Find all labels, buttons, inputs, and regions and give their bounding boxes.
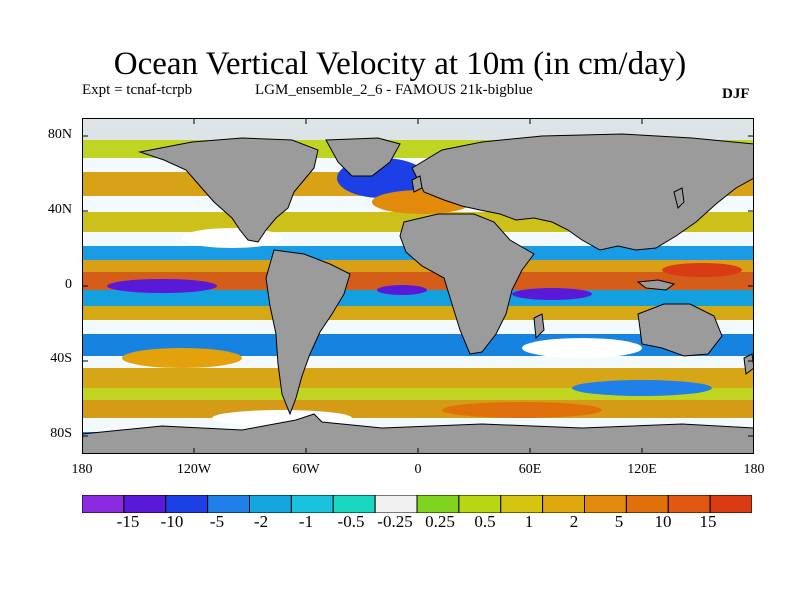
antarctica bbox=[82, 413, 754, 454]
lat-label-40s: 40S bbox=[50, 351, 72, 366]
colorbar-label: 5 bbox=[614, 512, 624, 531]
colorbar-swatch bbox=[82, 495, 125, 513]
colorbar-swatch bbox=[332, 495, 376, 513]
colorbar-swatch bbox=[416, 495, 460, 513]
eurasia bbox=[411, 133, 754, 251]
colorbar-swatch bbox=[709, 495, 752, 513]
colorbar-swatch bbox=[207, 495, 251, 513]
colorbar-swatch bbox=[123, 495, 167, 513]
colorbar-swatch bbox=[584, 495, 627, 513]
madagascar bbox=[533, 313, 545, 340]
lat-label-80s: 80S bbox=[50, 426, 72, 441]
lon-label-60w: 60W bbox=[292, 462, 320, 477]
lat-ticks bbox=[82, 135, 754, 437]
land-masses bbox=[82, 133, 754, 454]
velocity-map bbox=[82, 118, 754, 454]
north-america bbox=[138, 137, 319, 243]
lon-label-120w: 120W bbox=[176, 462, 212, 477]
season-label: DJF bbox=[722, 86, 750, 102]
new-zealand bbox=[743, 353, 754, 375]
colorbar-label: -0.25 bbox=[377, 512, 413, 531]
lon-label-180e: 180 bbox=[743, 462, 765, 477]
colorbar-label: -15 bbox=[116, 512, 140, 531]
australia bbox=[637, 303, 723, 357]
greenland bbox=[325, 137, 401, 177]
colorbar-swatch bbox=[667, 495, 711, 513]
colorbar-label: 2 bbox=[569, 512, 579, 531]
colorbar-label: 15 bbox=[699, 512, 717, 531]
colorbar-label: -1 bbox=[298, 512, 314, 531]
colorbar-swatch bbox=[458, 495, 502, 513]
colorbar-label: 1 bbox=[524, 512, 534, 531]
experiment-label: Expt = tcnaf-tcrpb bbox=[82, 82, 193, 98]
lon-label-180w: 180 bbox=[71, 462, 93, 477]
colorbar-swatch bbox=[500, 495, 544, 513]
lat-label-40n: 40N bbox=[47, 202, 72, 217]
lat-label-80n: 80N bbox=[47, 127, 72, 142]
south-america bbox=[265, 249, 351, 416]
uk bbox=[411, 175, 423, 193]
colorbar-label: -5 bbox=[209, 512, 225, 531]
colorbar-swatch bbox=[542, 495, 586, 513]
lon-label-60e: 60E bbox=[518, 462, 542, 477]
colorbar-swatch bbox=[165, 495, 209, 513]
colorbar-swatch bbox=[374, 495, 418, 513]
japan bbox=[673, 187, 685, 209]
africa bbox=[399, 213, 535, 355]
indonesia bbox=[636, 279, 676, 291]
map-title: Ocean Vertical Velocity at 10m (in cm/da… bbox=[113, 46, 687, 82]
colorbar-label: 0.25 bbox=[425, 512, 455, 531]
colorbar-label: 0.5 bbox=[474, 512, 496, 531]
colorbar-label: -2 bbox=[253, 512, 269, 531]
colorbar-swatch bbox=[625, 495, 669, 513]
lon-label-120e: 120E bbox=[627, 462, 657, 477]
colorbar-label: -10 bbox=[160, 512, 184, 531]
colorbar-label: -0.5 bbox=[337, 512, 365, 531]
colorbar-swatch bbox=[290, 495, 334, 513]
colorbar-swatch bbox=[249, 495, 292, 513]
lon-label-0: 0 bbox=[414, 462, 422, 477]
colorbar-label: 10 bbox=[654, 512, 672, 531]
colorbar bbox=[82, 495, 752, 513]
lat-label-0: 0 bbox=[65, 277, 72, 292]
model-label: LGM_ensemble_2_6 - FAMOUS 21k-bigblue bbox=[255, 82, 533, 98]
lon-ticks bbox=[193, 118, 643, 454]
